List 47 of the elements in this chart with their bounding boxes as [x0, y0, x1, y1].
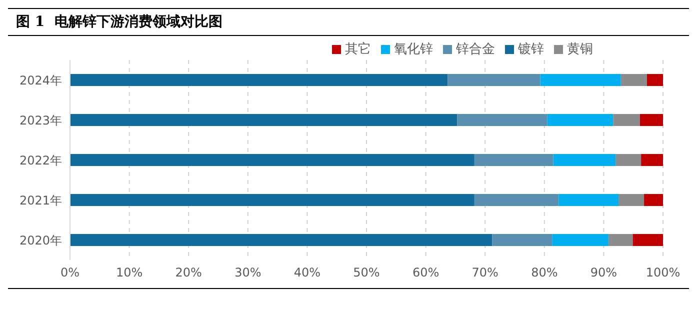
- legend-label: 锌合金: [456, 42, 495, 57]
- y-tick-label: 2021年: [19, 193, 62, 208]
- x-tick-label: 20%: [175, 266, 202, 280]
- y-tick-label: 2022年: [19, 153, 62, 168]
- bar: [608, 234, 633, 246]
- legend-label: 其它: [345, 42, 371, 57]
- bar: [641, 154, 663, 166]
- bar: [553, 154, 616, 166]
- bar: [70, 154, 474, 166]
- legend-label: 氧化锌: [394, 42, 433, 57]
- bar: [448, 74, 540, 86]
- bar: [640, 114, 663, 126]
- x-tick-label: 80%: [531, 266, 558, 280]
- bar: [558, 194, 619, 206]
- x-tick-label: 70%: [472, 266, 498, 280]
- y-tick-label: 2020年: [19, 233, 62, 248]
- bar: [70, 194, 474, 206]
- bar: [457, 114, 548, 126]
- bar: [620, 74, 647, 86]
- bar: [613, 114, 640, 126]
- x-tick-label: 10%: [116, 266, 143, 280]
- x-tick-label: 0%: [60, 266, 80, 280]
- bar: [547, 114, 614, 126]
- bar: [616, 154, 642, 166]
- bar: [474, 154, 554, 166]
- x-tick-label: 100%: [646, 266, 680, 280]
- x-tick-label: 60%: [412, 266, 440, 280]
- x-tick-label: 40%: [294, 266, 321, 280]
- x-tick-label: 90%: [590, 266, 618, 280]
- x-tick-label: 30%: [234, 266, 262, 280]
- bar: [644, 194, 663, 206]
- bar: [618, 194, 644, 206]
- bar: [646, 74, 663, 86]
- bar: [632, 234, 663, 246]
- bar: [552, 234, 608, 246]
- bar: [474, 194, 559, 206]
- legend-label: 镀锌: [518, 42, 544, 57]
- y-tick-label: 2023年: [19, 113, 62, 128]
- x-tick-label: 50%: [353, 266, 380, 280]
- bar: [540, 74, 621, 86]
- bar: [70, 234, 492, 246]
- chart-title: 图 1 电解锌下游消费领域对比图: [8, 8, 689, 36]
- y-tick-label: 2024年: [19, 73, 62, 88]
- bar: [70, 74, 448, 86]
- bar: [70, 114, 458, 126]
- bar: [492, 234, 552, 246]
- legend-label: 黄铜: [567, 42, 593, 57]
